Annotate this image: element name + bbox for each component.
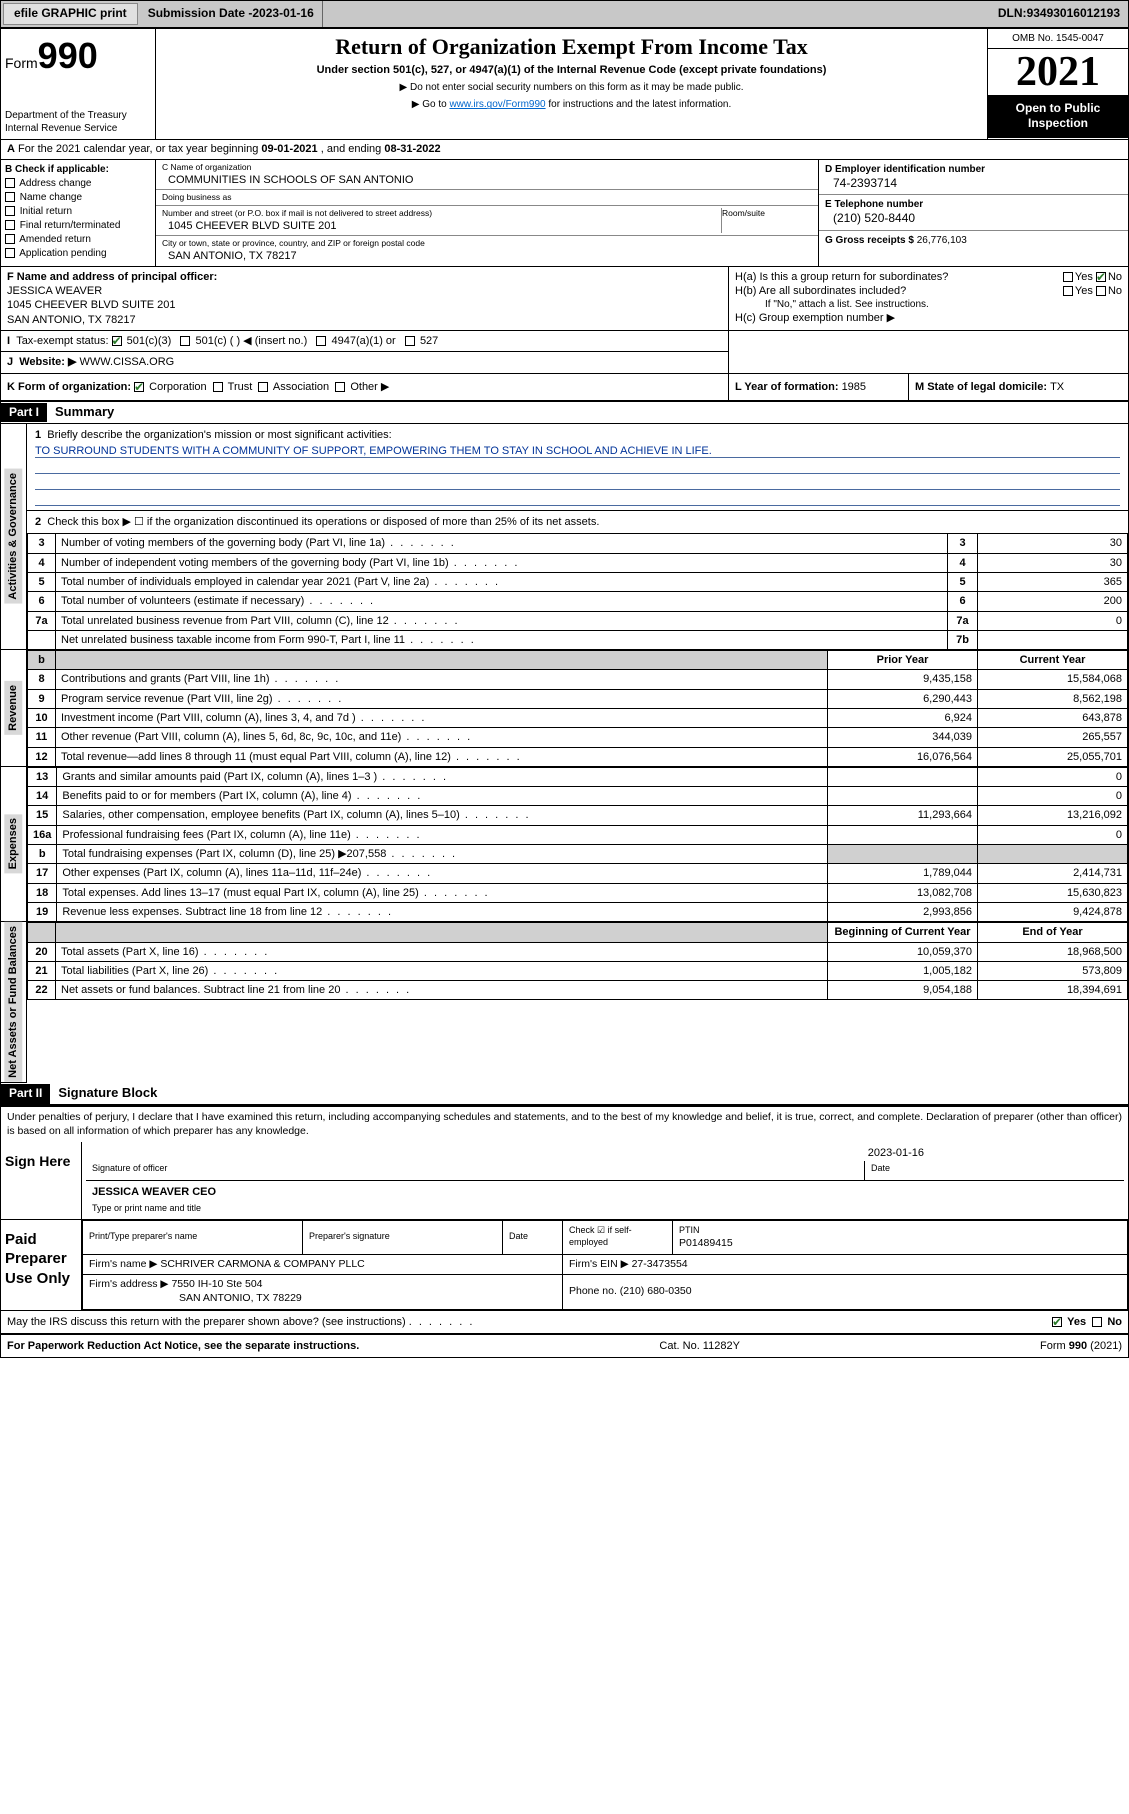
checkbox[interactable] [5,192,15,202]
vtab-netassets: Net Assets or Fund Balances [4,922,22,1082]
vtab-governance: Activities & Governance [4,469,22,604]
form-id-block: Form990 Department of the Treasury Inter… [1,29,156,140]
dln: DLN: 93493016012193 [990,1,1128,27]
form-page: Form990 Department of the Treasury Inter… [0,28,1129,1359]
netassets-table: Beginning of Current YearEnd of Year 20T… [27,922,1128,1000]
discuss-row: May the IRS discuss this return with the… [1,1311,1128,1334]
expenses-table: 13Grants and similar amounts paid (Part … [27,767,1128,922]
efile-print-button[interactable]: efile GRAPHIC print [3,3,138,25]
irs-link[interactable]: www.irs.gov/Form990 [449,99,545,110]
vtab-expenses: Expenses [4,814,22,873]
page-footer: For Paperwork Reduction Act Notice, see … [1,1334,1128,1357]
form-title-block: Return of Organization Exempt From Incom… [156,29,988,140]
sign-here-block: Sign Here 2023-01-16 Signature of office… [1,1142,1128,1219]
governance-table: 3Number of voting members of the governi… [27,533,1128,650]
row-j-website: J Website: ▶ WWW.CISSA.ORG [1,352,728,372]
checkbox[interactable] [5,248,15,258]
row-a-tax-year: A For the 2021 calendar year, or tax yea… [1,140,1128,159]
revenue-table: bPrior YearCurrent Year 8Contributions a… [27,650,1128,767]
part1-header: Part ISummary [1,402,1128,424]
vtab-revenue: Revenue [4,681,22,735]
col-c-org-info: C Name of organizationCOMMUNITIES IN SCH… [156,160,818,266]
row-f-officer: F Name and address of principal officer:… [1,267,728,330]
mission-block: 1 Briefly describe the organization's mi… [27,424,1128,510]
col-b-checkboxes: B Check if applicable: Address change Na… [1,160,156,266]
chk-501c3[interactable] [112,336,122,346]
row-i-status: I Tax-exempt status: 501(c)(3) 501(c) ( … [1,331,728,352]
year-block: OMB No. 1545-0047 2021 Open to Public In… [988,29,1128,140]
checkbox[interactable] [5,234,15,244]
row-h: H(a) Is this a group return for subordin… [728,267,1128,330]
declaration: Under penalties of perjury, I declare th… [1,1105,1128,1142]
checkbox[interactable] [5,178,15,188]
checkbox[interactable] [5,220,15,230]
part2-header: Part IISignature Block [1,1083,1128,1105]
row-k: K Form of organization: Corporation Trus… [1,374,1128,402]
top-toolbar: efile GRAPHIC print Submission Date - 20… [0,0,1129,28]
submission-date: Submission Date - 2023-01-16 [140,1,323,27]
checkbox[interactable] [5,206,15,216]
paid-preparer-block: Paid Preparer Use Only Print/Type prepar… [1,1220,1128,1311]
col-d-g: D Employer identification number74-23937… [818,160,1128,266]
